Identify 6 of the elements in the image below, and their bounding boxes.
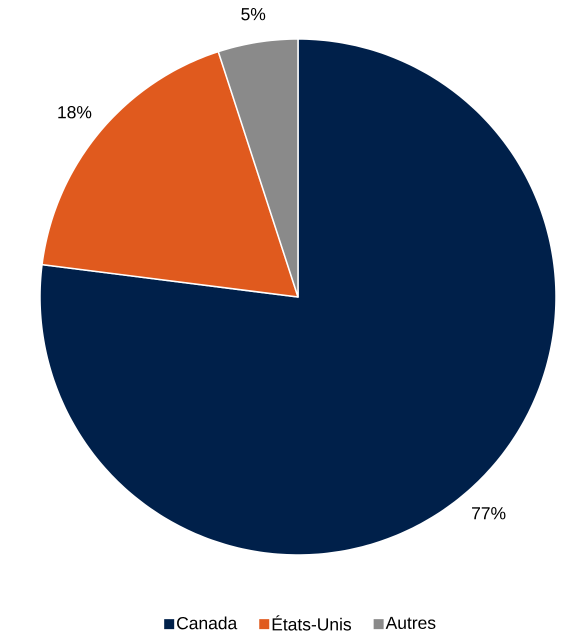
legend-label: Autres	[386, 616, 436, 630]
legend-label: Canada	[177, 616, 238, 630]
legend-label: États-Unis	[272, 615, 352, 631]
data-label: 5%	[241, 8, 266, 20]
data-label: 77%	[472, 507, 506, 520]
data-label: 18%	[58, 106, 92, 118]
